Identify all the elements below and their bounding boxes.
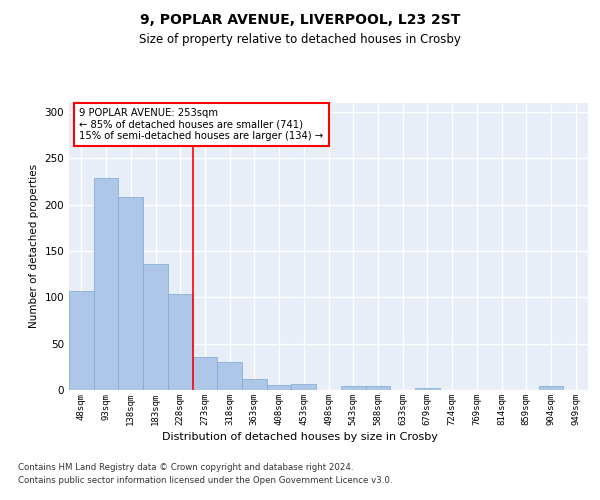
Text: Contains HM Land Registry data © Crown copyright and database right 2024.: Contains HM Land Registry data © Crown c… xyxy=(18,462,353,471)
Bar xyxy=(242,379,267,390)
Text: 9 POPLAR AVENUE: 253sqm
← 85% of detached houses are smaller (741)
15% of semi-d: 9 POPLAR AVENUE: 253sqm ← 85% of detache… xyxy=(79,108,323,142)
Bar xyxy=(365,386,390,390)
Bar xyxy=(118,197,143,390)
Text: 9, POPLAR AVENUE, LIVERPOOL, L23 2ST: 9, POPLAR AVENUE, LIVERPOOL, L23 2ST xyxy=(140,12,460,26)
Bar xyxy=(539,386,563,390)
Bar xyxy=(292,384,316,390)
Text: Contains public sector information licensed under the Open Government Licence v3: Contains public sector information licen… xyxy=(18,476,392,485)
Bar xyxy=(267,386,292,390)
Text: Distribution of detached houses by size in Crosby: Distribution of detached houses by size … xyxy=(162,432,438,442)
Text: Size of property relative to detached houses in Crosby: Size of property relative to detached ho… xyxy=(139,32,461,46)
Bar xyxy=(415,388,440,390)
Bar xyxy=(168,294,193,390)
Bar xyxy=(69,291,94,390)
Bar xyxy=(193,356,217,390)
Bar xyxy=(217,362,242,390)
Bar xyxy=(94,178,118,390)
Bar xyxy=(341,386,365,390)
Bar xyxy=(143,264,168,390)
Y-axis label: Number of detached properties: Number of detached properties xyxy=(29,164,39,328)
